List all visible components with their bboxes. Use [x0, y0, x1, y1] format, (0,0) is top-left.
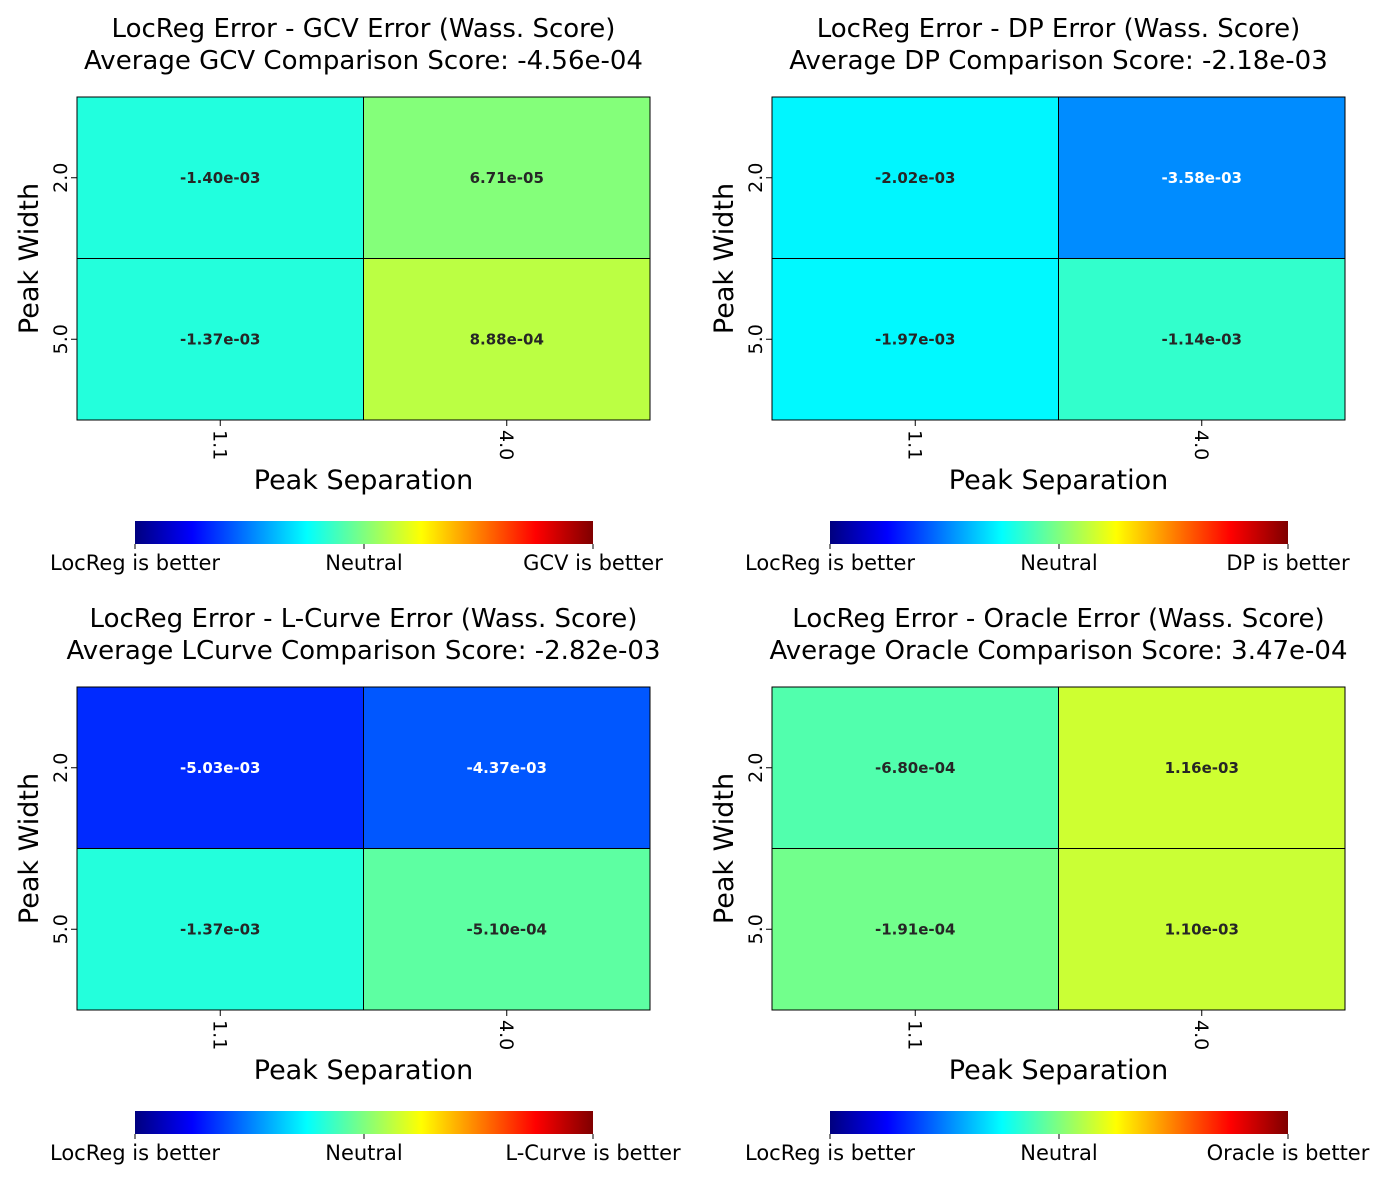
- colorbar-left-label: LocReg is better: [745, 551, 915, 575]
- y-tick-label: 2.0: [50, 753, 72, 783]
- heatmap-cell: [76, 848, 364, 1011]
- x-tick-label: 1.1: [903, 1020, 925, 1050]
- heatmap-cell: [363, 848, 651, 1011]
- cell-value-label: -1.40e-03: [180, 169, 261, 187]
- cell-value-label: 8.88e-04: [470, 330, 544, 348]
- chart-subtitle: Average DP Comparison Score: -2.18e-03: [789, 46, 1328, 76]
- chart-subtitle: Average Oracle Comparison Score: 3.47e-0…: [769, 636, 1347, 666]
- y-axis-label: Peak Width: [709, 183, 740, 334]
- colorbar-center-label: Neutral: [1020, 1141, 1098, 1165]
- x-tick-label: 4.0: [1190, 430, 1212, 460]
- heatmap-cell: [363, 686, 651, 849]
- heatmap-cell: [1058, 686, 1346, 849]
- cell-value-label: -1.91e-04: [875, 920, 956, 938]
- y-tick-label: 5.0: [745, 324, 767, 354]
- cell-value-label: 1.16e-03: [1165, 759, 1239, 777]
- y-tick-label: 5.0: [745, 914, 767, 944]
- heatmap-cell: [1058, 848, 1346, 1011]
- heatmap-cell: [76, 258, 364, 421]
- y-tick-label: 2.0: [745, 753, 767, 783]
- y-axis-label: Peak Width: [14, 773, 45, 924]
- colorbar-center-label: Neutral: [325, 1141, 403, 1165]
- colorbar-center-label: Neutral: [1020, 551, 1098, 575]
- heatmap-cell: [771, 686, 1059, 849]
- colorbar-right-label: GCV is better: [523, 551, 663, 575]
- cell-value-label: -2.02e-03: [875, 169, 956, 187]
- heatmap-cell: [771, 258, 1059, 421]
- heatmap-panel-4: LocReg Error - Oracle Error (Wass. Score…: [709, 604, 1370, 1165]
- y-tick-label: 2.0: [745, 163, 767, 193]
- x-axis-label: Peak Separation: [254, 465, 474, 496]
- cell-value-label: -1.37e-03: [180, 330, 261, 348]
- heatmap-cell: [1058, 258, 1346, 421]
- chart-title: LocReg Error - L-Curve Error (Wass. Scor…: [90, 604, 638, 634]
- chart-title: LocReg Error - GCV Error (Wass. Score): [112, 14, 616, 44]
- colorbar-left-label: LocReg is better: [745, 1141, 915, 1165]
- x-tick-label: 4.0: [495, 430, 517, 460]
- cell-value-label: -5.10e-04: [466, 920, 547, 938]
- colorbar: [135, 1111, 593, 1134]
- heatmap-cell: [771, 96, 1059, 259]
- heatmap-panel-1: LocReg Error - GCV Error (Wass. Score)Av…: [14, 14, 663, 575]
- cell-value-label: -1.37e-03: [180, 920, 261, 938]
- x-tick-label: 4.0: [1190, 1020, 1212, 1050]
- heatmap-cell: [363, 258, 651, 421]
- cell-value-label: -6.80e-04: [875, 759, 956, 777]
- heatmap-panel-2: LocReg Error - DP Error (Wass. Score)Ave…: [709, 14, 1350, 575]
- heatmap-cell: [363, 96, 651, 259]
- colorbar: [135, 521, 593, 544]
- cell-value-label: -5.03e-03: [180, 759, 261, 777]
- colorbar-right-label: DP is better: [1226, 551, 1350, 575]
- cell-value-label: 6.71e-05: [470, 169, 544, 187]
- cell-value-label: -4.37e-03: [466, 759, 547, 777]
- x-axis-label: Peak Separation: [254, 1055, 474, 1086]
- x-tick-label: 1.1: [903, 430, 925, 460]
- heatmap-cell: [771, 848, 1059, 1011]
- chart-subtitle: Average GCV Comparison Score: -4.56e-04: [84, 46, 643, 76]
- heatmap-panel-3: LocReg Error - L-Curve Error (Wass. Scor…: [14, 604, 681, 1165]
- x-tick-label: 1.1: [208, 430, 230, 460]
- heatmap-cell: [76, 96, 364, 259]
- y-tick-label: 5.0: [50, 324, 72, 354]
- chart-title: LocReg Error - Oracle Error (Wass. Score…: [792, 604, 1324, 634]
- colorbar-left-label: LocReg is better: [50, 1141, 220, 1165]
- y-axis-label: Peak Width: [709, 773, 740, 924]
- colorbar-right-label: L-Curve is better: [505, 1141, 681, 1165]
- y-tick-label: 5.0: [50, 914, 72, 944]
- cell-value-label: -3.58e-03: [1161, 169, 1242, 187]
- chart-title: LocReg Error - DP Error (Wass. Score): [817, 14, 1301, 44]
- heatmap-cell: [1058, 96, 1346, 259]
- y-tick-label: 2.0: [50, 163, 72, 193]
- colorbar-left-label: LocReg is better: [50, 551, 220, 575]
- colorbar: [830, 1111, 1288, 1134]
- colorbar-center-label: Neutral: [325, 551, 403, 575]
- cell-value-label: -1.97e-03: [875, 330, 956, 348]
- x-tick-label: 4.0: [495, 1020, 517, 1050]
- colorbar: [830, 521, 1288, 544]
- x-axis-label: Peak Separation: [949, 1055, 1169, 1086]
- cell-value-label: -1.14e-03: [1161, 330, 1242, 348]
- y-axis-label: Peak Width: [14, 183, 45, 334]
- cell-value-label: 1.10e-03: [1165, 920, 1239, 938]
- heatmap-cell: [76, 686, 364, 849]
- x-tick-label: 1.1: [208, 1020, 230, 1050]
- colorbar-right-label: Oracle is better: [1207, 1141, 1370, 1165]
- x-axis-label: Peak Separation: [949, 465, 1169, 496]
- chart-subtitle: Average LCurve Comparison Score: -2.82e-…: [66, 636, 660, 666]
